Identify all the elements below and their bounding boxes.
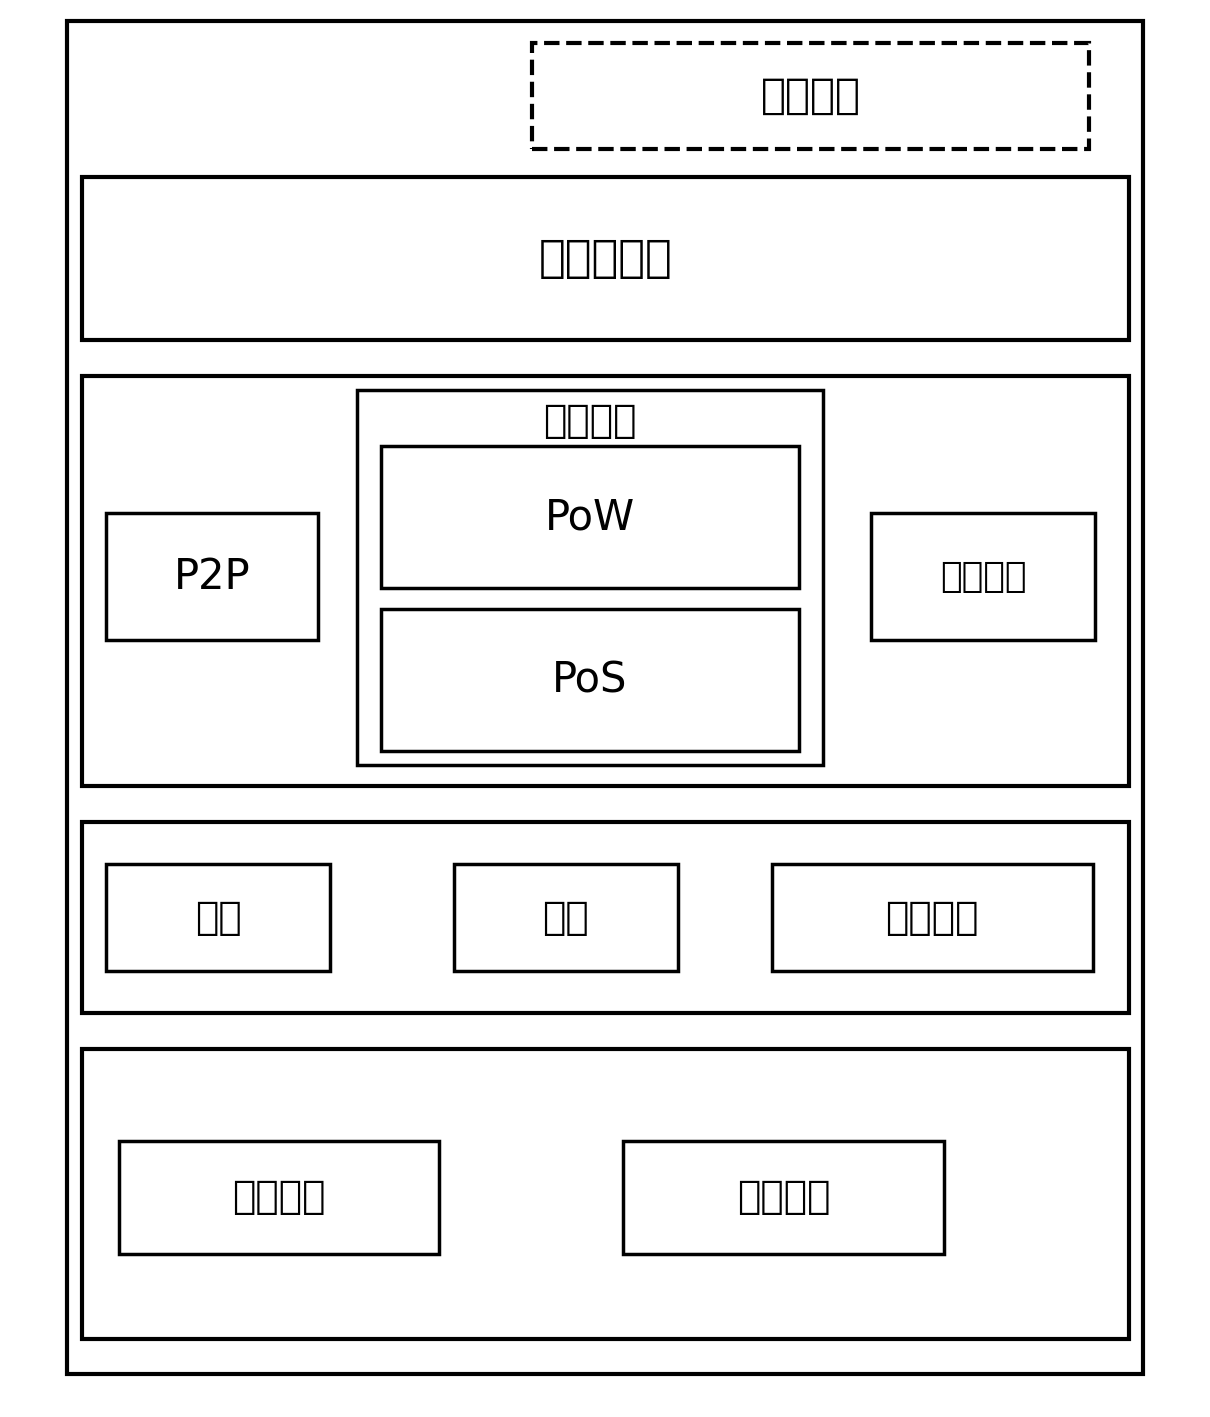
Text: 区块链网络: 区块链网络 xyxy=(538,237,673,281)
Text: 块体: 块体 xyxy=(542,898,589,937)
Bar xyxy=(623,1141,944,1254)
Text: P2P: P2P xyxy=(174,555,250,598)
Text: 信息数据: 信息数据 xyxy=(737,1179,830,1216)
Bar xyxy=(82,177,1129,340)
Text: 默克尔树: 默克尔树 xyxy=(232,1179,325,1216)
Text: PoW: PoW xyxy=(544,496,635,538)
Bar xyxy=(82,1049,1129,1339)
Bar xyxy=(871,513,1095,640)
Text: 块头: 块头 xyxy=(195,898,242,937)
Text: PoS: PoS xyxy=(552,659,628,701)
Bar xyxy=(82,822,1129,1013)
Bar xyxy=(106,864,330,971)
Bar xyxy=(82,376,1129,786)
Bar xyxy=(532,43,1089,149)
Bar xyxy=(357,390,823,765)
Bar xyxy=(772,864,1093,971)
Text: 共识机制: 共识机制 xyxy=(543,402,636,439)
Bar xyxy=(119,1141,439,1254)
Text: 链式结构: 链式结构 xyxy=(886,898,979,937)
Bar xyxy=(381,609,799,751)
Bar xyxy=(454,864,678,971)
Bar xyxy=(381,446,799,588)
Bar xyxy=(67,21,1143,1374)
Text: 智能合约: 智能合约 xyxy=(761,75,860,116)
Bar xyxy=(106,513,318,640)
Text: 广播机制: 广播机制 xyxy=(940,560,1026,594)
